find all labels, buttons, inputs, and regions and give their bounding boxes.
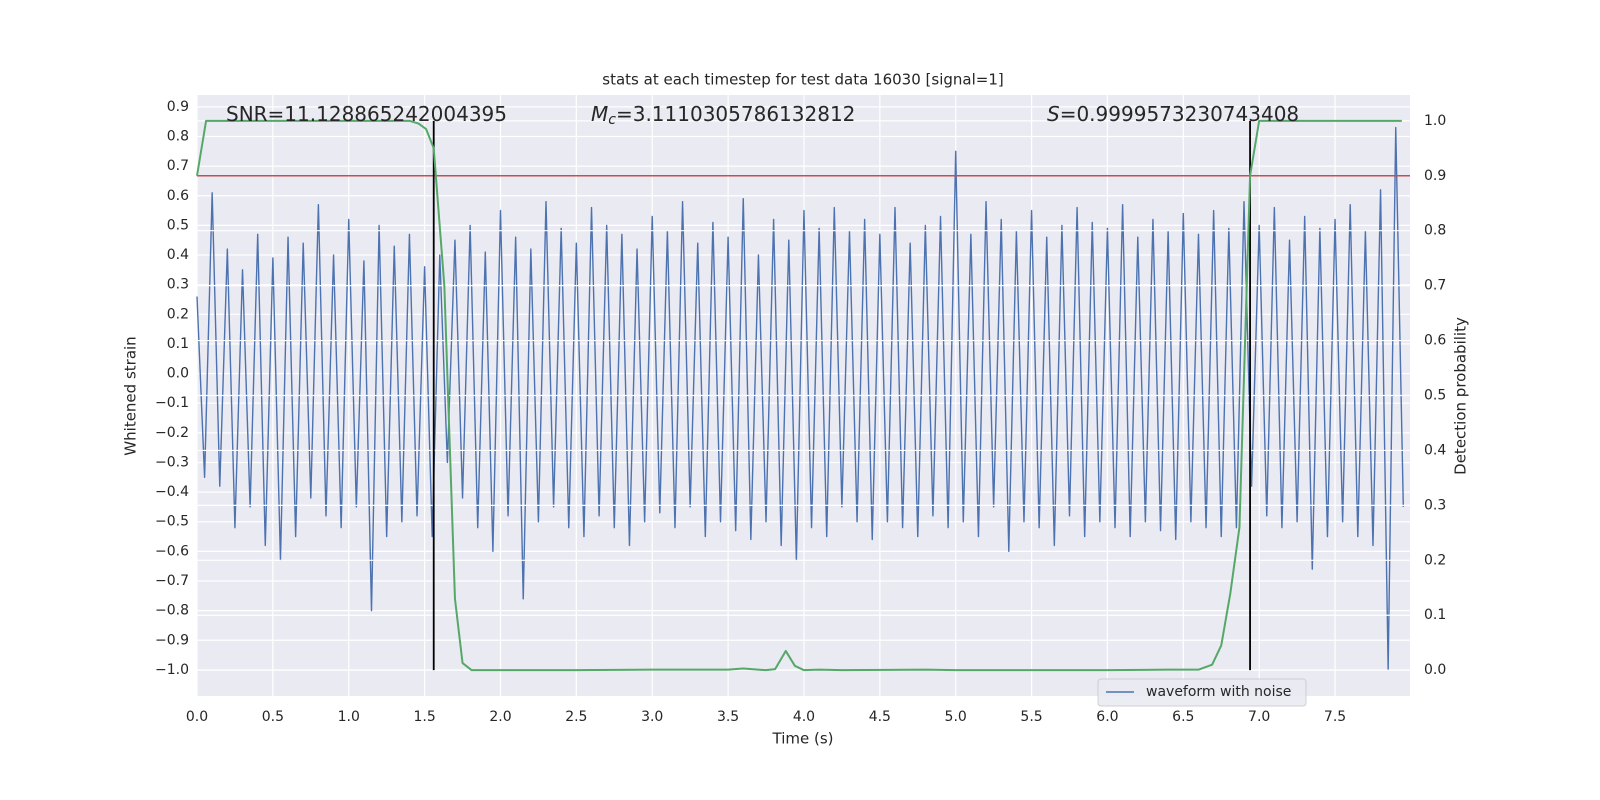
y-tick-label: −0.2 — [155, 425, 189, 441]
y2-tick-label: 0.0 — [1424, 662, 1446, 678]
y-axis-label: Whitened strain — [122, 336, 140, 455]
y-tick-label: 0.6 — [167, 188, 189, 204]
annotation-subscript: c — [608, 112, 616, 128]
y-tick-label: 0.5 — [167, 217, 189, 233]
x-axis-label: Time (s) — [772, 730, 834, 748]
annotation-text: SNR=11.128865242004395 — [226, 102, 507, 126]
y-tick-label: 0.7 — [167, 158, 189, 174]
x-tick-label: 4.5 — [869, 709, 891, 725]
x-tick-label: 2.5 — [565, 709, 587, 725]
annotation-text: =0.9999573230743408 — [1060, 102, 1299, 126]
y-tick-label: −0.8 — [155, 603, 189, 619]
x-tick-label: 7.5 — [1324, 709, 1346, 725]
y-tick-label: 0.8 — [167, 128, 189, 144]
y2-tick-label: 1.0 — [1424, 113, 1446, 129]
x-tick-label: 2.0 — [489, 709, 511, 725]
y-tick-label: −0.9 — [155, 632, 189, 648]
x-tick-label: 7.0 — [1248, 709, 1270, 725]
y-tick-label: −0.1 — [155, 395, 189, 411]
y2-tick-label: 0.2 — [1424, 552, 1446, 568]
x-tick-label: 0.5 — [262, 709, 284, 725]
y-tick-label: −0.3 — [155, 454, 189, 470]
y-tick-label: −0.5 — [155, 514, 189, 530]
x-tick-label: 6.5 — [1172, 709, 1194, 725]
annotation-symbol: M — [591, 102, 608, 126]
y-tick-label: 0.2 — [167, 306, 189, 322]
probability-line — [196, 119, 1402, 672]
y-tick-label: 0.9 — [167, 99, 189, 115]
y2-tick-label: 0.9 — [1424, 168, 1446, 184]
x-tick-label: 5.0 — [945, 709, 967, 725]
mark-layer — [196, 119, 1410, 672]
x-tick-label: 4.0 — [793, 709, 815, 725]
annotation: Mc=3.1110305786132812 — [591, 102, 855, 129]
chart-title: stats at each timestep for test data 160… — [602, 71, 1003, 89]
annotation-text: =3.1110305786132812 — [616, 102, 855, 126]
annotation: S=0.9999573230743408 — [1047, 102, 1299, 126]
y2-tick-label: 0.6 — [1424, 333, 1446, 349]
x-tick-label: 5.5 — [1020, 709, 1042, 725]
x-tick-label: 3.5 — [717, 709, 739, 725]
y2-tick-label: 0.3 — [1424, 497, 1446, 513]
y-tick-label: 0.0 — [167, 366, 189, 382]
x-tick-label: 3.0 — [641, 709, 663, 725]
annotation-symbol: S — [1047, 102, 1060, 126]
y-tick-label: 0.4 — [167, 247, 189, 263]
x-tick-label: 1.5 — [413, 709, 435, 725]
y-tick-label: −1.0 — [155, 662, 189, 678]
waveform-line — [196, 126, 1405, 671]
y-tick-label: −0.7 — [155, 573, 189, 589]
x-tick-label: 6.0 — [1096, 709, 1118, 725]
y2-tick-label: 0.4 — [1424, 442, 1446, 458]
y2-tick-label: 0.7 — [1424, 278, 1446, 294]
y2-tick-label: 0.8 — [1424, 223, 1446, 239]
y-tick-label: 0.3 — [167, 277, 189, 293]
x-tick-label: 1.0 — [338, 709, 360, 725]
legend-box — [1097, 678, 1307, 707]
y2-axis-label: Detection probability — [1452, 317, 1470, 475]
annotation: SNR=11.128865242004395 — [226, 102, 507, 126]
x-tick-label: 0.0 — [186, 709, 208, 725]
legend-label: waveform with noise — [1146, 684, 1291, 700]
y2-tick-label: 0.5 — [1424, 388, 1446, 404]
y-tick-label: −0.6 — [155, 543, 189, 559]
y-tick-label: −0.4 — [155, 484, 189, 500]
y-tick-label: 0.1 — [167, 336, 189, 352]
y2-tick-label: 0.1 — [1424, 607, 1446, 623]
